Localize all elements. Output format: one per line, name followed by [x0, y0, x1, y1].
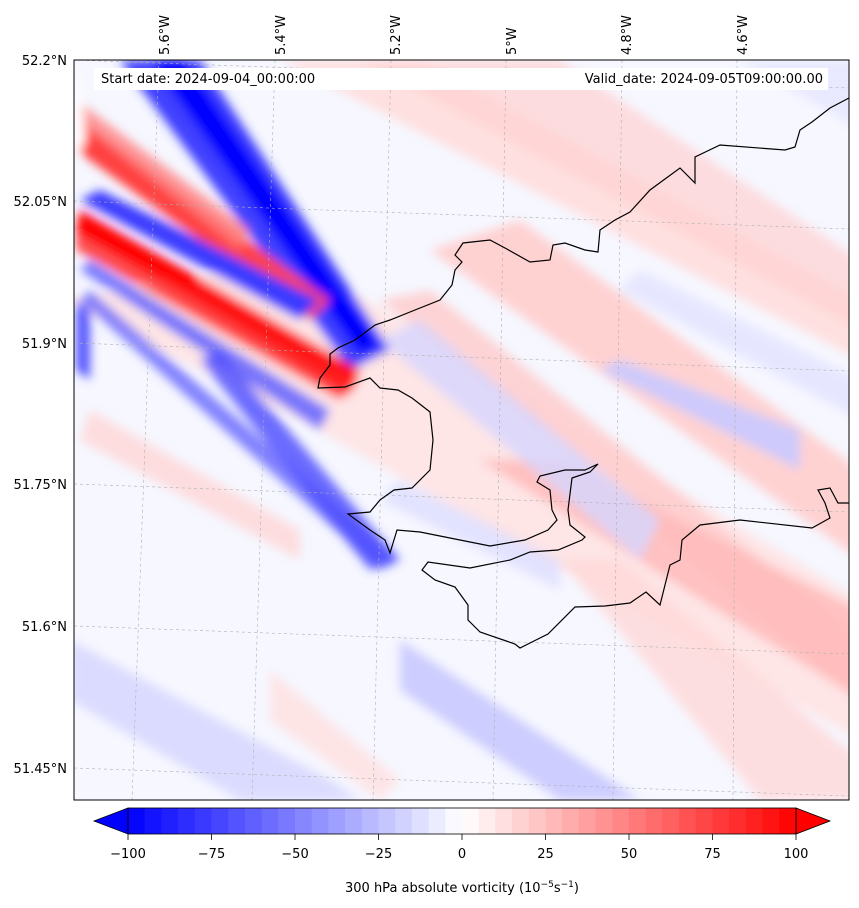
colorbar: −100 −75 −50 −25 0 25 50 75 100 300 hPa … — [92, 807, 832, 896]
colorbar-max-extend-arrow — [795, 807, 832, 835]
colorbar-min-extend-arrow — [92, 807, 129, 835]
lat-label-52-2: 52.2°N — [22, 54, 67, 69]
colorbar-bin — [194, 808, 213, 834]
colorbar-bin — [378, 808, 396, 834]
colorbar-bin — [261, 808, 279, 834]
colorbar-bin — [311, 808, 329, 834]
start-date-annotation: Start date: 2024-09-04_00:00:00 — [101, 72, 315, 87]
colorbar-bin — [178, 808, 196, 834]
colorbar-bin — [679, 808, 697, 834]
colorbar-bin — [779, 808, 797, 834]
valid-date-annotation: Valid_date: 2024-09-05T09:00:00.00 — [585, 72, 823, 87]
colorbar-tick-label: 100 — [784, 847, 809, 862]
colorbar-bin — [629, 808, 647, 834]
lat-label-51-75: 51.75°N — [14, 478, 67, 493]
colorbar-tick-label: −25 — [365, 847, 392, 862]
colorbar-bin — [729, 808, 747, 834]
colorbar-bin — [512, 808, 530, 834]
colorbar-bin — [128, 808, 146, 834]
coastline — [317, 97, 849, 649]
colorbar-tick-label: −75 — [198, 847, 225, 862]
colorbar-bin — [211, 808, 229, 834]
colorbar-bin — [462, 808, 480, 834]
latitude-labels: 52.2°N 52.05°N 51.9°N 51.75°N 51.6°N 51.… — [14, 54, 67, 777]
colorbar-tick-label: −50 — [281, 847, 308, 862]
colorbar-tick-label: −100 — [110, 847, 146, 862]
colorbar-tick-label: 25 — [537, 847, 554, 862]
colorbar-tick-label: 75 — [704, 847, 721, 862]
colorbar-bin — [361, 808, 380, 834]
colorbar-label: 300 hPa absolute vorticity (10−5s−1) — [345, 880, 579, 896]
vorticity-field — [74, 60, 849, 800]
lon-label-5-6: 5.6°W — [158, 15, 173, 55]
map-frame — [73, 59, 850, 801]
colorbar-bin — [712, 808, 730, 834]
colorbar-bin — [662, 808, 680, 834]
map-panel: Start date: 2024-09-04_00:00:00 Valid_da… — [73, 59, 850, 801]
colorbar-tick-label: 50 — [621, 847, 638, 862]
colorbar-bin — [645, 808, 663, 834]
colorbar-bins — [128, 808, 797, 834]
lat-label-51-6: 51.6°N — [22, 620, 67, 635]
longitude-labels: 5.6°W 5.4°W 5.2°W 5°W 4.8°W 4.6°W — [158, 15, 751, 55]
colorbar-ticks: −100 −75 −50 −25 0 25 50 75 100 — [110, 834, 808, 862]
lon-label-4-6: 4.6°W — [736, 15, 751, 55]
colorbar-bin — [278, 808, 296, 834]
lat-label-51-45: 51.45°N — [14, 762, 67, 777]
lat-label-52-05: 52.05°N — [14, 195, 67, 210]
colorbar-bin — [244, 808, 263, 834]
lon-label-5: 5°W — [505, 27, 520, 55]
colorbar-bin — [478, 808, 496, 834]
colorbar-bin — [745, 808, 764, 834]
colorbar-bin — [545, 808, 563, 834]
colorbar-bin — [295, 808, 313, 834]
colorbar-tick-label: 0 — [458, 847, 466, 862]
colorbar-bin — [161, 808, 179, 834]
colorbar-bin — [395, 808, 413, 834]
lat-label-51-9: 51.9°N — [22, 337, 67, 352]
colorbar-bin — [528, 808, 547, 834]
colorbar-bin — [345, 808, 363, 834]
colorbar-bin — [495, 808, 513, 834]
colorbar-bin — [612, 808, 630, 834]
colorbar-bin — [595, 808, 613, 834]
lon-label-4-8: 4.8°W — [620, 15, 635, 55]
colorbar-bin — [445, 808, 463, 834]
annotation-background — [94, 68, 828, 90]
lon-label-5-4: 5.4°W — [274, 15, 289, 55]
lon-label-5-2: 5.2°W — [389, 15, 404, 55]
colorbar-bin — [562, 808, 580, 834]
colorbar-bin — [578, 808, 597, 834]
colorbar-bin — [144, 808, 162, 834]
colorbar-bin — [762, 808, 780, 834]
colorbar-bin — [428, 808, 446, 834]
colorbar-bin — [411, 808, 430, 834]
colorbar-bin — [328, 808, 346, 834]
colorbar-bin — [228, 808, 246, 834]
colorbar-bin — [695, 808, 714, 834]
